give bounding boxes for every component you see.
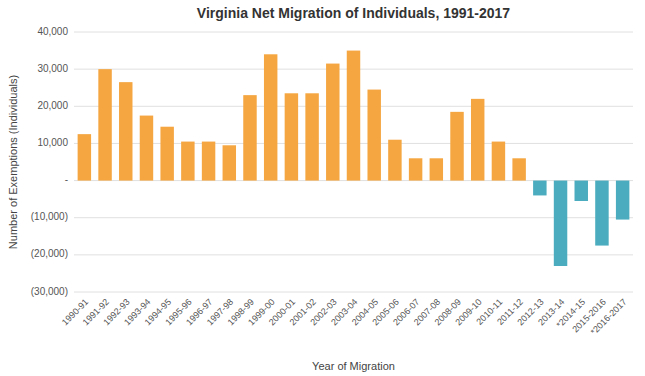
bar xyxy=(98,69,111,180)
bar xyxy=(160,127,173,181)
bar xyxy=(595,181,608,246)
y-tick-label: 30,000 xyxy=(37,63,68,74)
bar xyxy=(367,90,380,181)
y-tick-label: 10,000 xyxy=(37,137,68,148)
grid-line xyxy=(74,254,633,255)
grid-line xyxy=(74,292,633,293)
bar xyxy=(575,181,588,201)
bars xyxy=(78,51,630,266)
bar xyxy=(119,82,132,180)
bar xyxy=(616,181,629,220)
y-tick-label: (10,000) xyxy=(31,211,68,222)
grid-line xyxy=(74,217,633,218)
y-ticks: (30,000) (20,000) (10,000) - 10,000 20,000 30,… xyxy=(31,26,69,297)
bar xyxy=(264,54,277,180)
y-axis-label: Number of Exemptions (Individuals) xyxy=(7,75,19,249)
bar xyxy=(409,158,422,180)
bar xyxy=(202,142,215,181)
x-tick-label: *2016-2017 xyxy=(589,297,629,337)
bar xyxy=(388,140,401,181)
bar xyxy=(533,181,546,196)
bar xyxy=(181,142,194,181)
bar xyxy=(243,95,256,180)
grid xyxy=(74,32,633,292)
bar xyxy=(430,158,443,180)
bar xyxy=(305,93,318,180)
bar xyxy=(223,145,236,180)
bar xyxy=(471,99,484,181)
bar xyxy=(326,64,339,181)
bar xyxy=(285,93,298,180)
bar xyxy=(512,158,525,180)
y-tick-label: 40,000 xyxy=(37,26,68,37)
title: Virginia Net Migration of Individuals, 1… xyxy=(197,5,510,21)
chart: (30,000) (20,000) (10,000) - 10,000 20,000 30,… xyxy=(0,0,645,376)
y-tick-label: - xyxy=(65,174,68,185)
bar xyxy=(450,112,463,181)
bar xyxy=(492,142,505,181)
y-tick-label: (30,000) xyxy=(31,286,68,297)
bar xyxy=(347,51,360,181)
bar xyxy=(78,134,91,180)
x-axis-label: Year of Migration xyxy=(312,360,395,372)
bar xyxy=(554,181,567,266)
x-ticks: 1990-911991-921992-931993-941994-951995-… xyxy=(60,297,629,337)
bar xyxy=(140,116,153,181)
grid-line xyxy=(74,32,633,33)
y-tick-label: (20,000) xyxy=(31,248,68,259)
y-tick-label: 20,000 xyxy=(37,100,68,111)
